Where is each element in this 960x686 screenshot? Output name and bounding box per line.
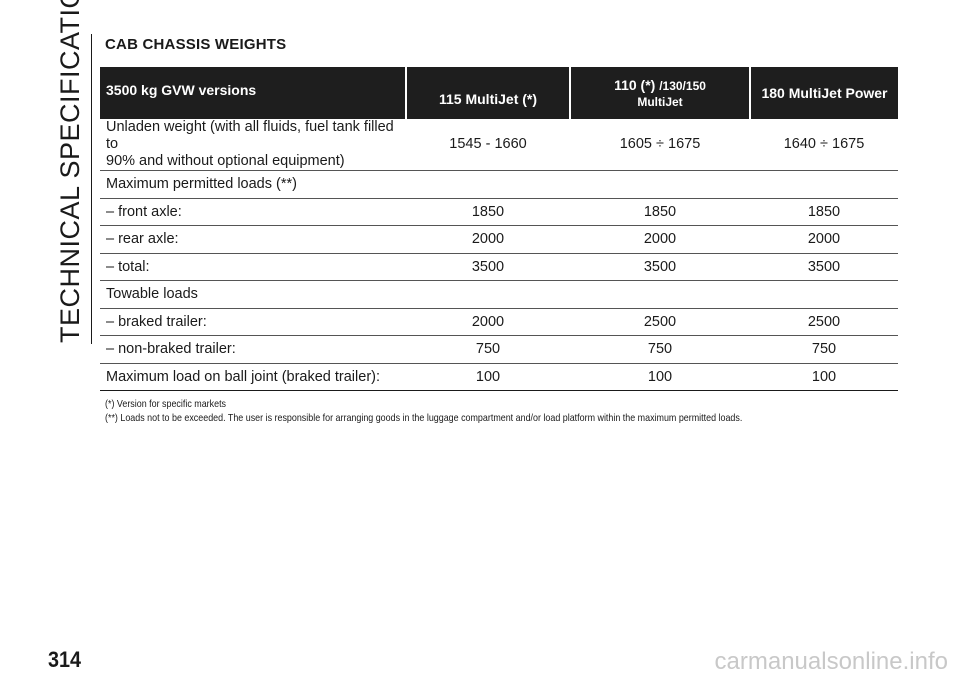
cell-110: 1605 ÷ 1675	[570, 119, 750, 171]
side-section-label: TECHNICAL SPECIFICATIONS	[55, 0, 85, 343]
table-row: – braked trailer: 2000 2500 2500	[100, 308, 898, 336]
cell-115: 1850	[406, 198, 570, 226]
row-label: – total:	[100, 253, 406, 281]
cell-180: 1640 ÷ 1675	[750, 119, 898, 171]
cell-180	[750, 170, 898, 199]
cell-110: 750	[570, 335, 750, 364]
footnotes: (*) Version for specific markets (**) Lo…	[105, 397, 895, 425]
cab-chassis-weights-table: 3500 kg GVW versions 115 MultiJet (*) 11…	[100, 67, 898, 391]
page-number: 314	[48, 647, 82, 672]
table-row: Maximum load on ball joint (braked trail…	[100, 363, 898, 391]
cell-110: 3500	[570, 253, 750, 281]
header-110-130-150-multijet: 110 (*) /130/150 MultiJet	[569, 67, 750, 119]
cell-180: 2500	[750, 308, 898, 336]
header-180-multijet-power: 180 MultiJet Power	[749, 67, 898, 119]
cell-115	[406, 170, 570, 199]
cell-180: 1850	[750, 198, 898, 226]
header-110-sub: /130/150	[659, 79, 706, 93]
cell-110: 2000	[570, 225, 750, 254]
header-115-multijet: 115 MultiJet (*)	[405, 67, 570, 119]
cell-110: 100	[570, 363, 750, 391]
cell-115: 2000	[406, 308, 570, 336]
table-row: – non-braked trailer: 750 750 750	[100, 335, 898, 364]
watermark: carmanualsonline.info	[714, 648, 948, 675]
row-label: – front axle:	[100, 198, 406, 226]
cell-110: 1850	[570, 198, 750, 226]
cell-110	[570, 170, 750, 199]
section-title: CAB CHASSIS WEIGHTS	[105, 36, 287, 53]
cell-110: 2500	[570, 308, 750, 336]
table-row: Maximum permitted loads (**)	[100, 170, 898, 199]
side-divider	[91, 34, 92, 344]
row-label: – rear axle:	[100, 225, 406, 254]
header-gvw-versions: 3500 kg GVW versions	[100, 67, 406, 119]
cell-180: 750	[750, 335, 898, 364]
footnote-loads: (**) Loads not to be exceeded. The user …	[105, 412, 743, 424]
row-label: Maximum permitted loads (**)	[100, 170, 406, 199]
cell-115: 1545 - 1660	[406, 119, 570, 171]
table-row: – rear axle: 2000 2000 2000	[100, 225, 898, 254]
table-header-row: 3500 kg GVW versions 115 MultiJet (*) 11…	[100, 67, 898, 119]
cell-180: 100	[750, 363, 898, 391]
footnote-specific-markets: (*) Version for specific markets	[105, 398, 227, 410]
table-row: – total: 3500 3500 3500	[100, 253, 898, 281]
cell-110	[570, 280, 750, 309]
cell-115: 100	[406, 363, 570, 391]
cell-115: 3500	[406, 253, 570, 281]
cell-180: 3500	[750, 253, 898, 281]
header-110-multijet: MultiJet	[637, 95, 683, 109]
table-row: Towable loads	[100, 280, 898, 309]
cell-115: 2000	[406, 225, 570, 254]
row-label: Unladen weight (with all fluids, fuel ta…	[100, 119, 406, 171]
row-label: – braked trailer:	[100, 308, 406, 336]
cell-180: 2000	[750, 225, 898, 254]
header-110-main: 110 (*)	[614, 77, 656, 93]
row-label: – non-braked trailer:	[100, 335, 406, 364]
side-section-tab: TECHNICAL SPECIFICATIONS	[50, 0, 90, 343]
row-label: Towable loads	[100, 280, 406, 309]
table-row: – front axle: 1850 1850 1850	[100, 198, 898, 226]
table-row: Unladen weight (with all fluids, fuel ta…	[100, 119, 898, 171]
cell-180	[750, 280, 898, 309]
cell-115	[406, 280, 570, 309]
row-label: Maximum load on ball joint (braked trail…	[100, 363, 406, 391]
cell-115: 750	[406, 335, 570, 364]
